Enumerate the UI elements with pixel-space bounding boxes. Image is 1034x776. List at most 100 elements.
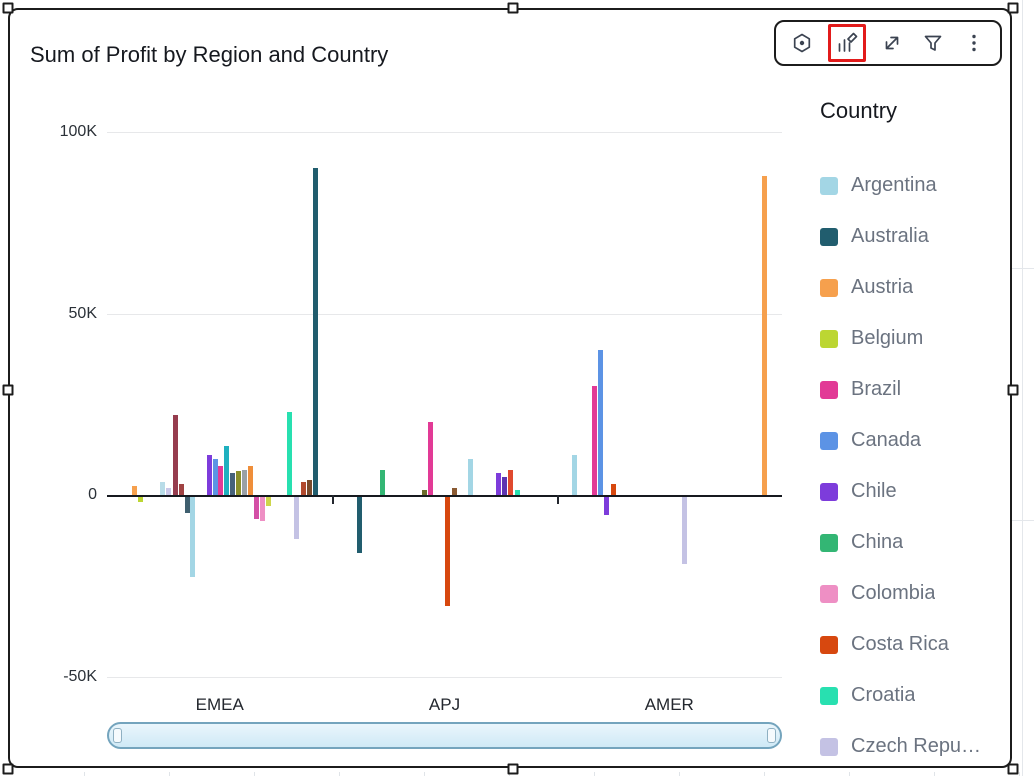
y-tick-label: 0 (88, 486, 97, 503)
bar[interactable] (428, 422, 434, 495)
x-axis-scrollbar[interactable] (107, 722, 782, 749)
bar[interactable] (592, 386, 598, 495)
legend-label: Chile (851, 480, 897, 502)
selection-handle[interactable] (2, 384, 14, 396)
legend-swatch (820, 431, 838, 450)
bar[interactable] (190, 497, 196, 577)
bar[interactable] (451, 487, 457, 495)
legend-label: Belgium (851, 327, 924, 349)
legend-item[interactable]: Australia (820, 211, 1010, 262)
bar[interactable] (445, 497, 451, 606)
bar[interactable] (501, 476, 507, 495)
selection-handle[interactable] (2, 2, 14, 14)
bar[interactable] (185, 497, 191, 514)
bar[interactable] (179, 484, 185, 495)
bar[interactable] (312, 168, 318, 495)
bar[interactable] (260, 497, 266, 521)
hexagon-icon[interactable] (789, 30, 815, 56)
legend-item[interactable]: Brazil (820, 364, 1010, 415)
bar[interactable] (229, 473, 235, 495)
bar[interactable] (138, 497, 144, 503)
visual-title: Sum of Profit by Region and Country (30, 42, 389, 67)
bar[interactable] (223, 445, 229, 495)
bar[interactable] (235, 471, 241, 495)
toolbar-highlight-box (828, 24, 866, 62)
bar[interactable] (287, 411, 293, 495)
bar[interactable] (495, 473, 501, 495)
legend-item[interactable]: Croatia (820, 670, 1010, 721)
bar[interactable] (131, 485, 137, 495)
visual-toolbar (774, 20, 1002, 66)
filter-icon[interactable] (920, 30, 946, 56)
legend-swatch (820, 380, 838, 399)
legend-label: Costa Rica (851, 633, 949, 655)
bar[interactable] (514, 489, 520, 495)
legend-label: Brazil (851, 378, 902, 400)
category-separator-tick (557, 495, 560, 504)
bar[interactable] (173, 415, 179, 495)
selection-handle[interactable] (1007, 384, 1019, 396)
expand-icon[interactable] (879, 30, 905, 56)
gridline (107, 676, 782, 678)
legend-label: Austria (851, 276, 914, 298)
bar[interactable] (212, 458, 218, 495)
bar[interactable] (160, 482, 166, 495)
legend-swatch (820, 737, 838, 756)
bar[interactable] (242, 469, 247, 495)
legend-item[interactable]: Canada (820, 415, 1010, 466)
bar[interactable] (468, 458, 474, 495)
bar[interactable] (306, 480, 312, 495)
legend-label: Canada (851, 429, 922, 451)
bar[interactable] (422, 489, 428, 495)
legend-item[interactable]: Costa Rica (820, 619, 1010, 670)
legend-label: Argentina (851, 174, 937, 196)
scrollbar-left-grip[interactable] (113, 728, 122, 743)
sheet-grid-line (1012, 520, 1034, 521)
scrollbar-right-grip[interactable] (767, 728, 776, 743)
visual-widget[interactable]: Sum of Profit by Region and Country (8, 8, 1012, 768)
bar[interactable] (603, 497, 609, 516)
selection-handle[interactable] (1007, 2, 1019, 14)
legend-item[interactable]: Czech Repu… (820, 721, 1010, 766)
legend-item[interactable]: Belgium (820, 313, 1010, 364)
bar[interactable] (217, 465, 223, 495)
bar[interactable] (356, 497, 362, 554)
kebab-menu-icon[interactable] (961, 30, 987, 56)
legend-label: Colombia (851, 582, 936, 604)
bar[interactable] (572, 455, 578, 495)
bar[interactable] (165, 487, 171, 495)
bar[interactable] (254, 497, 260, 519)
legend-label: Australia (851, 225, 929, 247)
y-tick-label: -50K (63, 667, 97, 685)
legend-item[interactable]: Colombia (820, 568, 1010, 619)
legend-items: Argentina Australia Austria Belgium Brazil Ca… (820, 160, 1010, 766)
bar[interactable] (597, 349, 603, 495)
bar[interactable] (682, 497, 688, 565)
selection-handle[interactable] (1007, 763, 1019, 775)
bar[interactable] (266, 497, 272, 507)
bar[interactable] (293, 497, 299, 539)
legend-item[interactable]: Chile (820, 466, 1010, 517)
bar[interactable] (379, 469, 385, 495)
legend-swatch (820, 482, 838, 501)
category-separator-tick (331, 495, 334, 504)
edit-visual-icon[interactable] (834, 30, 860, 56)
selection-handle[interactable] (507, 763, 519, 775)
selection-handle[interactable] (2, 763, 14, 775)
x-category-label: EMEA (195, 695, 244, 714)
legend-item[interactable]: Argentina (820, 160, 1010, 211)
bar[interactable] (206, 455, 212, 495)
gridline (107, 132, 782, 133)
legend-label: China (851, 531, 904, 553)
selection-handle[interactable] (507, 2, 519, 14)
legend-item[interactable]: Austria (820, 262, 1010, 313)
bar[interactable] (761, 175, 767, 495)
bar[interactable] (300, 482, 306, 495)
bar[interactable] (611, 484, 617, 495)
legend-item[interactable]: China (820, 517, 1010, 568)
bar[interactable] (507, 469, 513, 495)
legend-swatch (820, 329, 838, 348)
bar[interactable] (248, 465, 254, 495)
legend-swatch (820, 686, 838, 705)
